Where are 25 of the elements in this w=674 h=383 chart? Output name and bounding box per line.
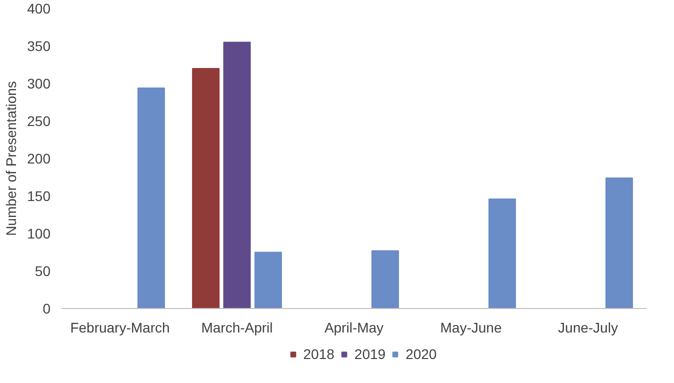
y-tick-label: 250 <box>27 113 51 129</box>
y-tick-label: 400 <box>27 0 51 16</box>
y-tick-label: 300 <box>27 76 51 92</box>
bar <box>192 68 220 308</box>
x-tick-label: February-March <box>70 320 170 336</box>
bar <box>488 198 516 308</box>
bar <box>137 88 165 308</box>
x-tick-label: March-April <box>201 320 273 336</box>
bar <box>254 252 282 308</box>
y-tick-label: 200 <box>27 150 51 166</box>
legend-label: 2018 <box>303 346 334 362</box>
y-tick-label: 50 <box>34 263 51 279</box>
y-tick-label: 100 <box>27 226 51 242</box>
legend-label: 2019 <box>354 346 386 362</box>
y-tick-label: 150 <box>27 188 51 204</box>
bar <box>223 42 251 308</box>
x-tick-label: April-May <box>324 320 384 336</box>
x-tick-label: May-June <box>440 320 502 336</box>
bar <box>371 250 399 308</box>
legend-label: 2020 <box>406 346 437 362</box>
bar <box>605 178 633 308</box>
y-tick-label: 0 <box>42 300 51 316</box>
x-tick-label: June-July <box>558 320 618 336</box>
y-axis-title: Number of Presentations <box>3 81 20 236</box>
y-tick-label: 350 <box>27 38 51 54</box>
